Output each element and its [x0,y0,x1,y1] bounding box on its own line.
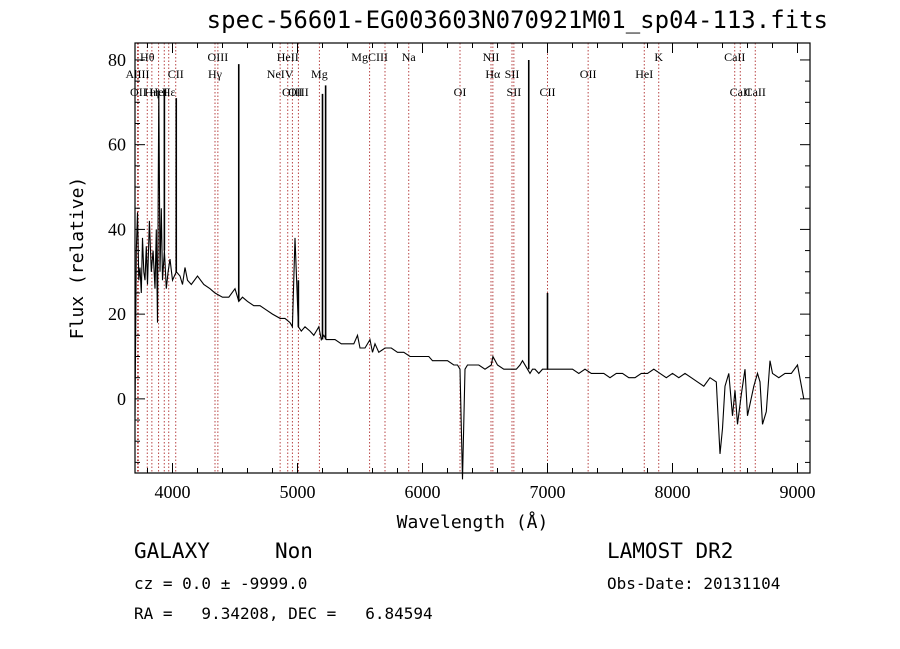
x-tick-label: 5000 [280,482,316,502]
object-class: GALAXY [134,539,210,563]
line-label: Na [402,50,417,64]
x-tick-label: 7000 [530,482,566,502]
x-tick-label: 6000 [405,482,441,502]
x-axis-label: Wavelength (Å) [397,511,549,533]
survey-name: LAMOST DR2 [607,539,734,563]
x-tick-label: 8000 [655,482,691,502]
redshift-readout: cz = 0.0 ± -9999.0 [134,574,308,593]
x-tick-label: 4000 [155,482,191,502]
line-label: HeI [635,67,653,81]
line-label: OII [580,67,597,81]
y-tick-label: 80 [108,50,126,70]
y-tick-label: 40 [108,219,126,239]
line-label: CaII [745,85,766,99]
x-tick-label: 9000 [780,482,816,502]
y-axis-label: Flux (relative) [67,177,88,340]
y-tick-label: 60 [108,135,126,155]
line-label: NII [483,50,500,64]
line-label: SII [505,67,520,81]
line-label: HeI [150,85,168,99]
axis-ticks: 4000 5000 6000 7000 8000 9000 0 20 40 60 80 [108,43,816,502]
y-tick-label: 20 [108,304,126,324]
line-label: Hγ [208,67,223,81]
line-label: CaII [730,85,751,99]
emission-line-markers [137,43,756,473]
line-label: OIII [208,50,229,64]
line-label: Mg [311,67,328,81]
line-label: OII [130,85,147,99]
line-label: Hθ [140,50,155,64]
line-label: CII [168,67,184,81]
line-label: Hα [485,67,501,81]
plot-frame [134,42,811,474]
spectrum-line [134,89,805,480]
line-label: MgCIII [351,50,388,64]
spectrum-series [134,59,805,480]
line-label: Hε [162,85,176,99]
line-label: CII [540,85,556,99]
line-label: K [654,50,663,64]
line-label: HeII [277,50,299,64]
line-label: SII [507,85,522,99]
chart-title: spec-56601-EG003603N070921M01_sp04-113.f… [206,6,828,34]
coordinates-readout: RA = 9.34208, DEC = 6.84594 [134,604,433,623]
line-label: OI [454,85,467,99]
line-label: AlIII [126,67,150,81]
line-label: CaII [724,50,745,64]
object-subclass: Non [275,539,313,563]
line-label: NeIV [267,67,294,81]
line-label: OIII [288,85,309,99]
observation-date: Obs-Date: 20131104 [607,574,781,593]
line-label: OIII [282,85,303,99]
line-label: Hη [144,85,159,99]
y-tick-label: 0 [117,389,126,409]
